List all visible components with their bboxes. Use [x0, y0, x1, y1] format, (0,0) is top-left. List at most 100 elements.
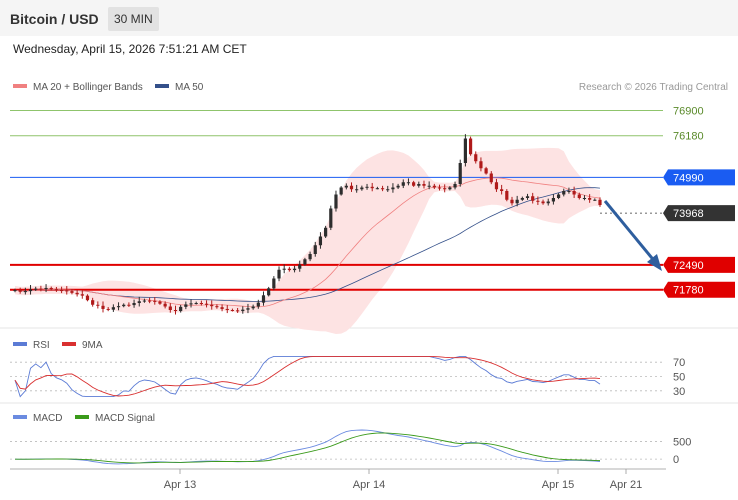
ma50-legend-label: MA 50 — [175, 82, 204, 93]
candle — [241, 306, 245, 314]
candle — [220, 304, 224, 312]
forecast-arrow-head — [647, 254, 662, 271]
macd-legend-label: MACD — [33, 413, 62, 424]
candle — [142, 298, 147, 303]
level-72490: 72490 — [10, 256, 735, 273]
candle — [256, 299, 260, 309]
candle — [194, 301, 198, 305]
candle — [458, 159, 462, 187]
level-label: 72490 — [673, 260, 704, 272]
candle — [122, 303, 126, 308]
candle — [500, 184, 504, 195]
interval-badge[interactable]: 30 MIN — [108, 7, 159, 31]
candle — [463, 134, 467, 167]
candle — [303, 257, 307, 266]
level-label: 76180 — [673, 131, 704, 143]
ma20-legend-label: MA 20 + Bollinger Bands — [33, 82, 143, 93]
candle — [210, 300, 214, 310]
candle — [313, 241, 317, 257]
candle — [91, 297, 95, 307]
candle — [261, 291, 266, 306]
candle — [65, 286, 69, 295]
candle — [391, 183, 395, 193]
candle — [329, 205, 333, 231]
level-76180: 76180 — [10, 131, 704, 143]
candle — [417, 181, 421, 188]
bollinger-band — [15, 147, 600, 334]
candle — [106, 307, 110, 312]
candle — [127, 302, 131, 308]
rsi-legend-swatch — [13, 342, 27, 346]
candle — [494, 178, 499, 192]
candle — [282, 264, 286, 274]
level-74990: 74990 — [10, 169, 735, 186]
candle — [49, 286, 53, 291]
candle — [588, 194, 592, 203]
x-tick-label: Apr 21 — [610, 479, 642, 491]
candle — [148, 297, 152, 304]
level-76900: 76900 — [10, 106, 704, 118]
candle — [479, 157, 483, 172]
candle — [251, 304, 255, 310]
rsi-axis-label: 70 — [673, 357, 685, 369]
candle — [215, 304, 219, 309]
candle — [536, 196, 540, 205]
rsi-axis-label: 50 — [673, 372, 685, 384]
candle — [287, 266, 291, 272]
candle — [179, 304, 183, 313]
instrument-title: Bitcoin / USD — [10, 11, 99, 27]
x-tick-label: Apr 15 — [542, 479, 574, 491]
candle — [184, 301, 188, 310]
macd-line — [14, 429, 601, 465]
level-label: 76900 — [673, 106, 704, 118]
candle — [39, 285, 43, 292]
level-71780: 71780 — [10, 281, 735, 298]
candle — [344, 183, 348, 190]
candle — [515, 195, 519, 207]
level-label: 71780 — [673, 285, 704, 297]
candle — [70, 289, 74, 295]
candle — [44, 284, 48, 293]
candle — [556, 193, 561, 200]
ma20-legend-swatch — [13, 84, 27, 88]
candle — [474, 151, 478, 164]
candle — [236, 307, 240, 313]
macd-axis-label: 0 — [673, 454, 679, 466]
candle — [365, 183, 369, 190]
candle — [562, 188, 566, 197]
candle — [453, 181, 457, 190]
candle — [437, 184, 442, 191]
candle — [189, 299, 193, 308]
candle — [531, 192, 535, 204]
candle — [396, 183, 400, 190]
candle — [116, 302, 121, 311]
candle — [101, 301, 105, 313]
candle — [298, 260, 302, 272]
candle — [54, 286, 59, 292]
candle — [173, 305, 178, 315]
candle — [246, 303, 250, 314]
rsi-legend-label: RSI — [33, 340, 50, 351]
candle — [137, 296, 141, 307]
macd-axis-label: 500 — [673, 436, 691, 448]
rsi-ma-line — [14, 355, 601, 397]
candle — [13, 288, 17, 293]
macd-legend-swatch — [13, 415, 27, 419]
x-tick-label: Apr 14 — [353, 479, 385, 491]
candle — [360, 185, 364, 191]
candle — [541, 199, 545, 205]
candle — [598, 197, 602, 207]
candle — [432, 183, 436, 190]
candle — [272, 276, 276, 291]
x-tick-label: Apr 13 — [164, 479, 196, 491]
rsi-ma-legend-swatch — [62, 342, 76, 346]
macd-signal-legend-label: MACD Signal — [95, 413, 155, 424]
candle — [551, 194, 556, 205]
candle — [199, 300, 203, 306]
candle — [572, 186, 576, 198]
candle — [422, 180, 426, 189]
level-73968: 73968 — [600, 205, 735, 222]
candle — [349, 182, 354, 192]
candle — [339, 186, 343, 196]
